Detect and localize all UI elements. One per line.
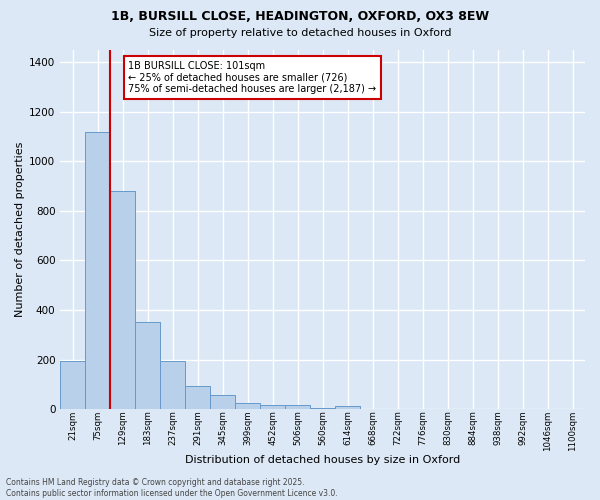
Text: 1B BURSILL CLOSE: 101sqm
← 25% of detached houses are smaller (726)
75% of semi-: 1B BURSILL CLOSE: 101sqm ← 25% of detach… [128,61,377,94]
Bar [310,408,335,409]
Y-axis label: Number of detached properties: Number of detached properties [15,142,25,317]
Bar [135,322,160,409]
Bar [260,404,285,409]
Bar [110,191,135,409]
Text: Size of property relative to detached houses in Oxford: Size of property relative to detached ho… [149,28,451,38]
Text: 1B, BURSILL CLOSE, HEADINGTON, OXFORD, OX3 8EW: 1B, BURSILL CLOSE, HEADINGTON, OXFORD, O… [111,10,489,23]
Bar [285,405,310,409]
Bar [60,360,85,409]
Bar [85,132,110,409]
X-axis label: Distribution of detached houses by size in Oxford: Distribution of detached houses by size … [185,455,460,465]
Bar [160,360,185,409]
Text: Contains HM Land Registry data © Crown copyright and database right 2025.
Contai: Contains HM Land Registry data © Crown c… [6,478,338,498]
Bar [335,406,360,409]
Bar [185,386,210,409]
Bar [235,403,260,409]
Bar [210,394,235,409]
